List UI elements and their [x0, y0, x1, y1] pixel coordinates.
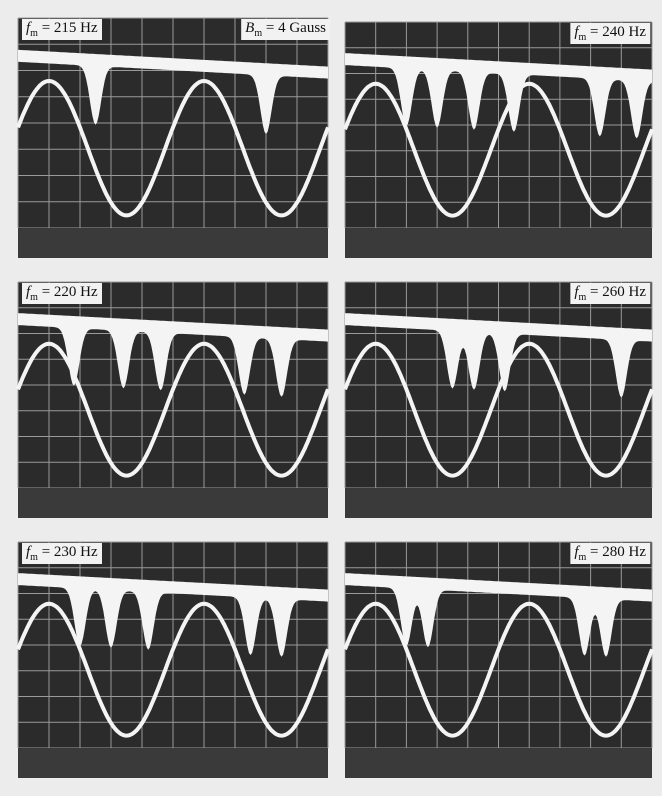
label-text: = 240 Hz	[586, 24, 646, 40]
label-symbol: f	[26, 20, 32, 36]
sine-trace	[343, 81, 654, 218]
resonance-trace	[345, 53, 652, 139]
label-box	[22, 283, 102, 304]
readout-band	[18, 488, 328, 518]
resonance-trace	[18, 313, 328, 397]
scope-panel: fm = 240 Hz	[343, 21, 654, 258]
sine-trace	[16, 601, 330, 738]
panel-label: fm = 230 Hz	[26, 544, 98, 563]
label-text: = 220 Hz	[38, 284, 98, 300]
label-text: = 260 Hz	[586, 284, 646, 300]
scope-panel: fm = 230 Hz	[16, 541, 330, 778]
label-symbol: f	[26, 544, 32, 560]
label-subscript: m	[30, 552, 38, 563]
label-symbol: f	[26, 284, 32, 300]
readout-band	[345, 228, 652, 258]
label-text: = 4 Gauss	[262, 20, 326, 36]
readout-band	[18, 228, 328, 258]
label-text: = 280 Hz	[586, 544, 646, 560]
label-box	[22, 19, 102, 40]
readout-band	[345, 488, 652, 518]
label-text: = 230 Hz	[38, 544, 98, 560]
sine-trace	[343, 341, 654, 478]
resonance-trace	[345, 573, 652, 657]
sine-trace	[16, 78, 330, 218]
scope-panel: fm = 280 Hz	[343, 541, 654, 778]
label-box	[570, 543, 651, 564]
sine-trace	[343, 601, 654, 738]
label-symbol: B	[245, 20, 254, 36]
label-symbol: f	[574, 544, 580, 560]
label-subscript: m	[30, 292, 38, 303]
panel-label: fm = 280 Hz	[574, 544, 646, 563]
label-box	[570, 283, 651, 304]
label-box	[22, 543, 102, 564]
readout-band	[18, 748, 328, 778]
resonance-trace	[345, 313, 652, 398]
panel-label: fm = 215 Hz	[26, 20, 98, 39]
label-subscript: m	[254, 28, 262, 39]
resonance-trace	[18, 49, 328, 134]
panel-label: Bm = 4 Gauss	[245, 20, 326, 39]
label-symbol: f	[574, 284, 580, 300]
panel-label: fm = 240 Hz	[574, 24, 646, 43]
label-box	[570, 23, 651, 44]
scope-panel: fm = 220 Hz	[16, 281, 330, 518]
label-box	[241, 19, 331, 40]
label-subscript: m	[579, 32, 587, 43]
readout-band	[345, 748, 652, 778]
label-symbol: f	[574, 24, 580, 40]
label-subscript: m	[579, 552, 587, 563]
scope-panel: fm = 215 Hz Bm = 4 Gauss	[16, 17, 331, 258]
panel-label: fm = 260 Hz	[574, 284, 646, 303]
label-subscript: m	[30, 28, 38, 39]
resonance-trace	[18, 573, 328, 657]
panel-label: fm = 220 Hz	[26, 284, 98, 303]
scope-panel: fm = 260 Hz	[343, 281, 654, 518]
label-text: = 215 Hz	[38, 20, 98, 36]
label-subscript: m	[579, 292, 587, 303]
